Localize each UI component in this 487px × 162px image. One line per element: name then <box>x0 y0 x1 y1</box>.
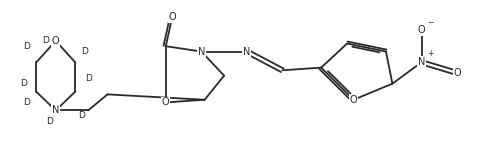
Text: O: O <box>162 97 169 107</box>
Text: D: D <box>20 79 27 88</box>
Text: N: N <box>243 46 250 57</box>
Text: N: N <box>198 46 205 57</box>
Text: O: O <box>169 12 176 22</box>
Text: −: − <box>427 18 433 28</box>
Text: D: D <box>81 47 88 56</box>
Text: D: D <box>23 42 30 51</box>
Text: O: O <box>52 36 59 46</box>
Text: D: D <box>46 117 53 126</box>
Text: D: D <box>85 74 92 83</box>
Text: O: O <box>418 25 425 35</box>
Text: D: D <box>78 111 85 120</box>
Text: +: + <box>427 49 433 58</box>
Text: D: D <box>23 98 30 107</box>
Text: D: D <box>42 36 50 45</box>
Text: O: O <box>453 68 461 78</box>
Text: N: N <box>418 57 425 67</box>
Text: N: N <box>52 105 59 116</box>
Text: O: O <box>350 95 357 105</box>
